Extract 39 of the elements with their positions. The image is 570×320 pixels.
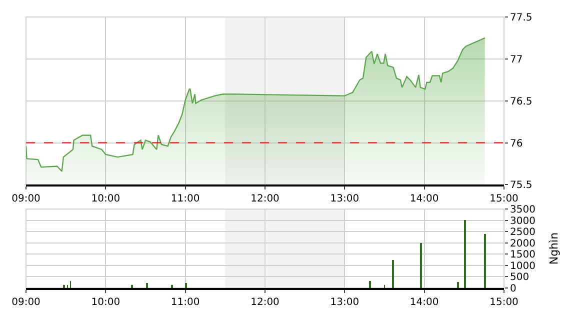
y-axis-title: Nghìn xyxy=(548,232,561,265)
y-tick-label: 2500 xyxy=(510,227,536,238)
x-tick-label: 15:00 xyxy=(490,296,518,308)
bar xyxy=(464,220,466,288)
y-tick-label: 76.5 xyxy=(510,96,532,108)
x-tick-label: 10:00 xyxy=(91,296,120,308)
y-tick-label: 500 xyxy=(510,272,530,284)
x-tick-label: 14:00 xyxy=(410,193,439,204)
y-tick-label: 77.5 xyxy=(510,12,532,24)
bar xyxy=(457,282,459,288)
x-tick-label: 10:00 xyxy=(91,193,120,204)
x-tick-label: 14:00 xyxy=(410,296,439,308)
bar xyxy=(420,243,422,288)
x-tick-label: 09:00 xyxy=(12,296,40,308)
bar xyxy=(185,283,187,288)
y-tick-label: 77 xyxy=(510,54,523,66)
x-tick-label: 13:00 xyxy=(330,296,360,308)
x-tick-label: 11:00 xyxy=(170,193,200,204)
y-tick-label: 76 xyxy=(510,138,523,150)
bar xyxy=(369,281,371,288)
x-tick-label: 12:00 xyxy=(250,296,280,308)
bar xyxy=(131,285,133,288)
bar xyxy=(63,285,65,288)
bar xyxy=(146,283,148,288)
x-tick-label: 09:00 xyxy=(12,193,40,204)
y-tick-label: 1500 xyxy=(510,250,536,261)
x-tick-label: 13:00 xyxy=(330,193,360,204)
y-tick-label: 3500 xyxy=(510,204,536,216)
bar xyxy=(392,260,394,288)
x-tick-label: 12:00 xyxy=(250,193,280,204)
x-tick-label: 11:00 xyxy=(170,296,200,308)
y-tick-label: 2000 xyxy=(510,238,536,250)
bar xyxy=(484,234,486,288)
y-tick-label: 75.5 xyxy=(510,180,532,192)
y-tick-label: 0 xyxy=(510,284,516,295)
bar xyxy=(171,285,173,288)
y-tick-label: 3000 xyxy=(510,216,536,227)
y-tick-label: 1000 xyxy=(510,260,536,272)
x-tick-label: 15:00 xyxy=(490,193,518,204)
